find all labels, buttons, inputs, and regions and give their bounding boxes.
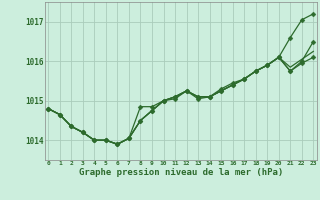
X-axis label: Graphe pression niveau de la mer (hPa): Graphe pression niveau de la mer (hPa) [79, 168, 283, 177]
